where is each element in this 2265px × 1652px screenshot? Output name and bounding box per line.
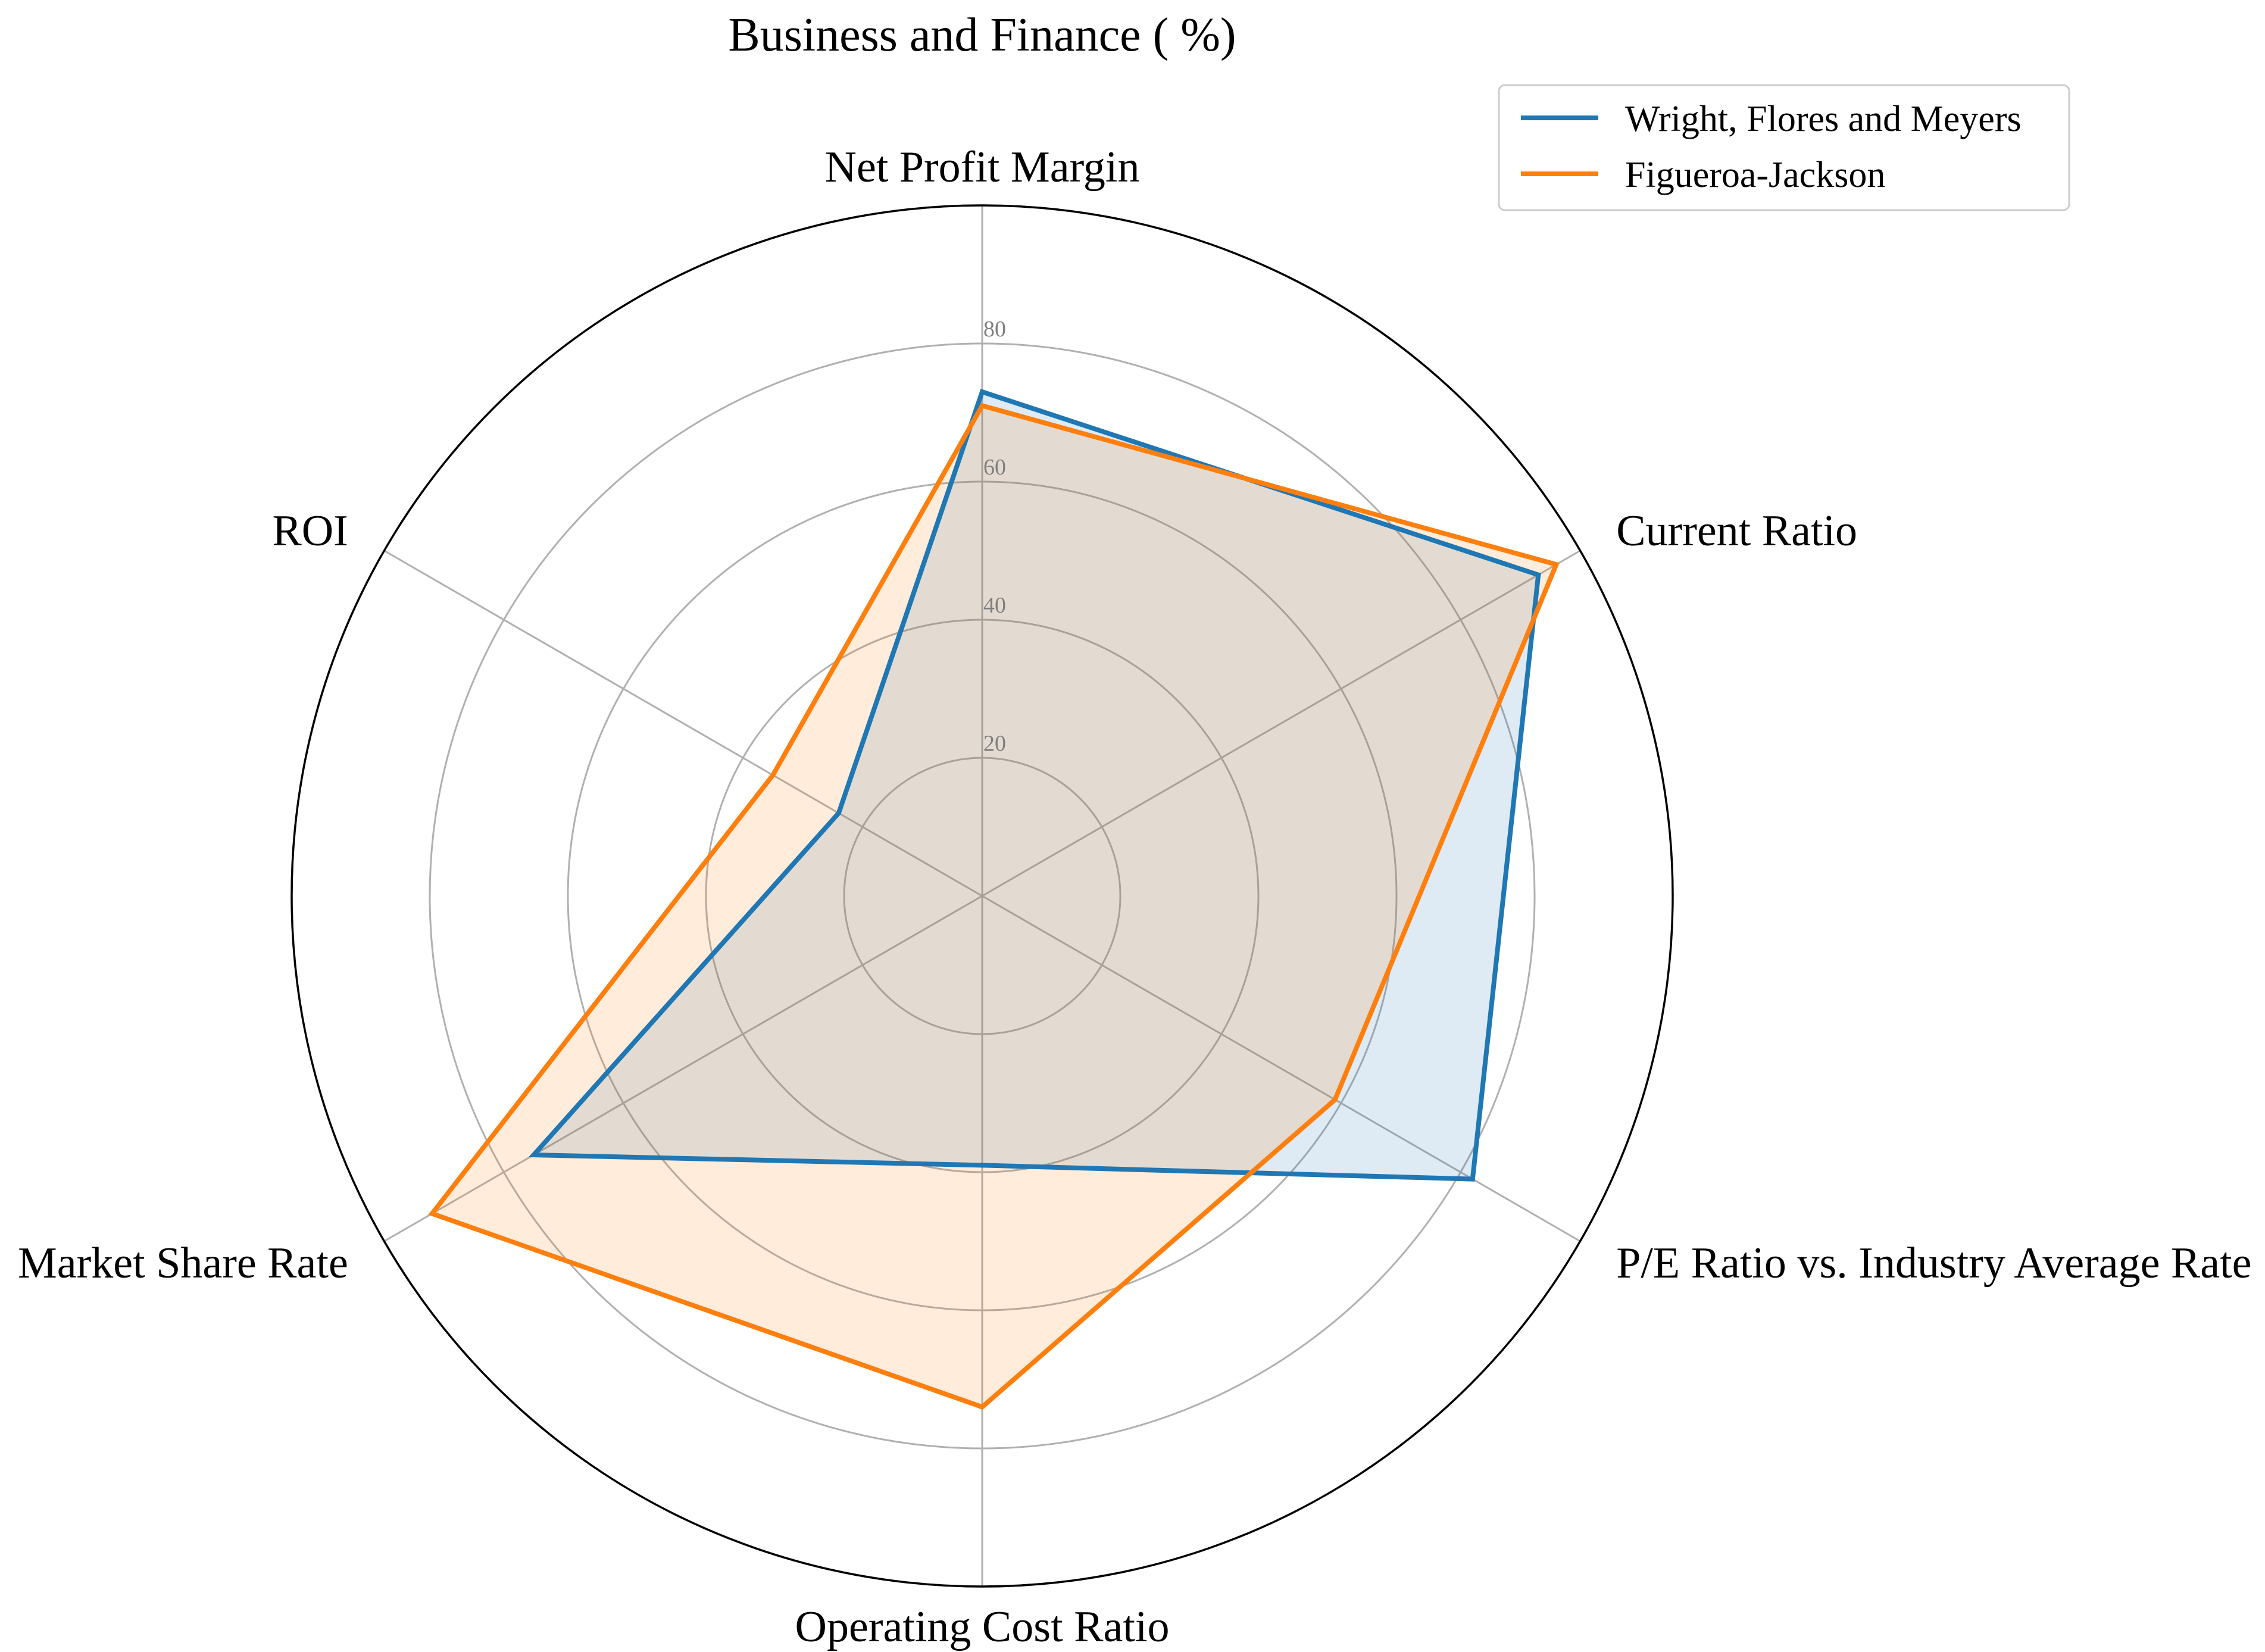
axis-label-6: ROI [272, 507, 348, 555]
r-tick-label-1: 20 [983, 731, 1006, 756]
series-1-point-6 [836, 810, 841, 816]
series-1-point-4 [980, 1163, 985, 1168]
legend-frame [1498, 84, 2070, 211]
series-1-point-3 [1470, 1176, 1475, 1182]
axis-label-2: Current Ratio [1616, 507, 1857, 555]
radar-series [428, 389, 1560, 1410]
r-tick-label-2: 40 [983, 593, 1006, 618]
series-1-point-1 [980, 389, 985, 395]
axis-label-1: Net Profit Margin [825, 143, 1140, 192]
axis-label-4: Operating Cost Ratio [795, 1603, 1170, 1651]
series-fill-1 [533, 392, 1539, 1179]
axis-spoke-2 [982, 549, 1581, 897]
series-2-point-4 [980, 1404, 985, 1410]
legend: Wright, Flores and Meyers Figueroa-Jacks… [1498, 84, 2070, 211]
series-2-point-6 [770, 773, 776, 777]
legend-label-series-2: Figueroa-Jackson [1625, 155, 1885, 195]
radar-grid [290, 204, 1674, 1588]
chart-title: Business and Finance ( %) [728, 9, 1236, 61]
axis-label-5: Market Share Rate [18, 1239, 348, 1288]
r-tick-label-3: 60 [983, 455, 1006, 480]
series-2-point-5 [429, 1211, 435, 1216]
legend-label-series-1: Wright, Flores and Meyers [1625, 99, 2022, 139]
series-fill-2 [432, 405, 1557, 1407]
series-2-point-2 [1554, 562, 1559, 567]
r-tick-label-4: 80 [983, 317, 1006, 342]
radar-axis-labels: 20 40 60 80 Net Profit Margin Current Ratio P/… [18, 143, 2252, 1651]
outer-frame [290, 204, 1674, 1588]
axis-label-3: P/E Ratio vs. Industry Average Rate [1616, 1239, 2251, 1288]
series-2-point-1 [980, 403, 985, 408]
series-1-point-2 [1536, 572, 1541, 577]
series-2-point-3 [1332, 1097, 1338, 1103]
series-1-point-5 [531, 1153, 536, 1157]
axis-spoke-6 [383, 549, 983, 897]
axis-spoke-3 [982, 895, 1581, 1242]
axis-spoke-5 [383, 895, 983, 1242]
